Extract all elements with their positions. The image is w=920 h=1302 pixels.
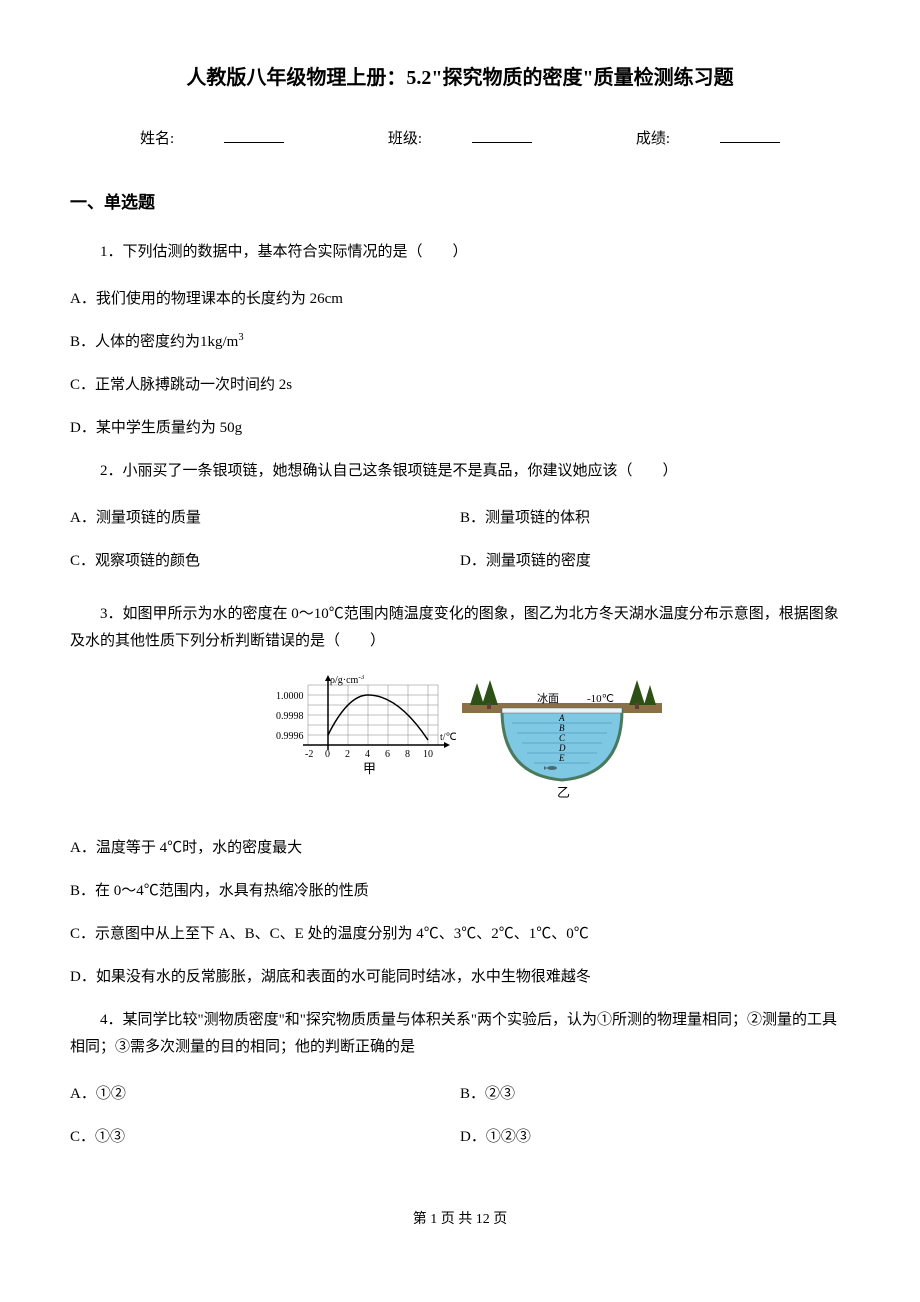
score-field: 成绩:	[611, 131, 805, 147]
svg-text:1.0000: 1.0000	[276, 691, 304, 702]
svg-text:D: D	[558, 743, 566, 753]
svg-text:乙: 乙	[557, 785, 570, 800]
q3-option-c: C．示意图中从上至下 A、B、C、E 处的温度分别为 4℃、3℃、2℃、1℃、0…	[70, 921, 850, 948]
svg-text:C: C	[559, 733, 566, 743]
svg-text:冰面: 冰面	[537, 692, 559, 705]
question-1-stem: 1．下列估测的数据中，基本符合实际情况的是（ ）	[70, 239, 850, 266]
q4-option-c: C．①③	[70, 1124, 460, 1151]
svg-text:4: 4	[365, 749, 370, 760]
question-3-stem: 3．如图甲所示为水的密度在 0～10℃范围内随温度变化的图象，图乙为北方冬天湖水…	[70, 601, 850, 655]
q4-option-d: D．①②③	[460, 1124, 850, 1151]
svg-text:6: 6	[385, 749, 390, 760]
q1-option-c: C．正常人脉搏跳动一次时间约 2s	[70, 372, 850, 399]
svg-text:0.9998: 0.9998	[276, 711, 304, 722]
svg-text:ρ/g·cm-3: ρ/g·cm-3	[330, 675, 365, 686]
svg-text:甲: 甲	[363, 761, 376, 776]
q1-option-a: A．我们使用的物理课本的长度约为 26cm	[70, 286, 850, 313]
name-field: 姓名:	[115, 131, 309, 147]
svg-text:10: 10	[423, 749, 433, 760]
svg-text:-10℃: -10℃	[587, 693, 614, 705]
q3-option-d: D．如果没有水的反常膨胀，湖底和表面的水可能同时结冰，水中生物很难越冬	[70, 964, 850, 991]
class-field: 班级:	[363, 131, 557, 147]
svg-text:E: E	[558, 753, 565, 763]
section-header: 一、单选题	[70, 188, 850, 219]
svg-text:A: A	[558, 713, 565, 723]
q4-option-a: A．①②	[70, 1081, 460, 1108]
q4-option-b: B．②③	[460, 1081, 850, 1108]
page-title: 人教版八年级物理上册：5.2"探究物质的密度"质量检测练习题	[70, 60, 850, 96]
svg-text:8: 8	[405, 749, 410, 760]
q3-option-b: B．在 0～4℃范围内，水具有热缩冷胀的性质	[70, 878, 850, 905]
q2-option-d: D．测量项链的密度	[460, 548, 850, 575]
q2-option-b: B．测量项链的体积	[460, 505, 850, 532]
q2-option-a: A．测量项链的质量	[70, 505, 460, 532]
page-footer: 第 1 页 共 12 页	[70, 1207, 850, 1232]
svg-text:0.9996: 0.9996	[276, 731, 304, 742]
q3-option-a: A．温度等于 4℃时，水的密度最大	[70, 835, 850, 862]
q1-option-b: B．人体的密度约为1kg/m3	[70, 329, 850, 356]
svg-text:0: 0	[325, 749, 330, 760]
svg-text:t/℃: t/℃	[440, 732, 457, 743]
info-row: 姓名: 班级: 成绩:	[70, 126, 850, 153]
figure-lake: 冰面 -10℃ A B C D E 乙	[462, 675, 662, 805]
svg-text:-2: -2	[305, 749, 313, 760]
figure-chart: 1.0000 0.9998 0.9996 -2 0 2 4 6 8 10 ρ/g…	[258, 675, 458, 805]
q2-option-c: C．观察项链的颜色	[70, 548, 460, 575]
figure-container: 1.0000 0.9998 0.9996 -2 0 2 4 6 8 10 ρ/g…	[70, 675, 850, 815]
svg-text:2: 2	[345, 749, 350, 760]
question-2-stem: 2．小丽买了一条银项链，她想确认自己这条银项链是不是真品，你建议她应该（ ）	[70, 458, 850, 485]
q1-option-d: D．某中学生质量约为 50g	[70, 415, 850, 442]
question-4-stem: 4．某同学比较"测物质密度"和"探究物质质量与体积关系"两个实验后，认为①所测的…	[70, 1007, 850, 1061]
svg-text:B: B	[559, 723, 565, 733]
